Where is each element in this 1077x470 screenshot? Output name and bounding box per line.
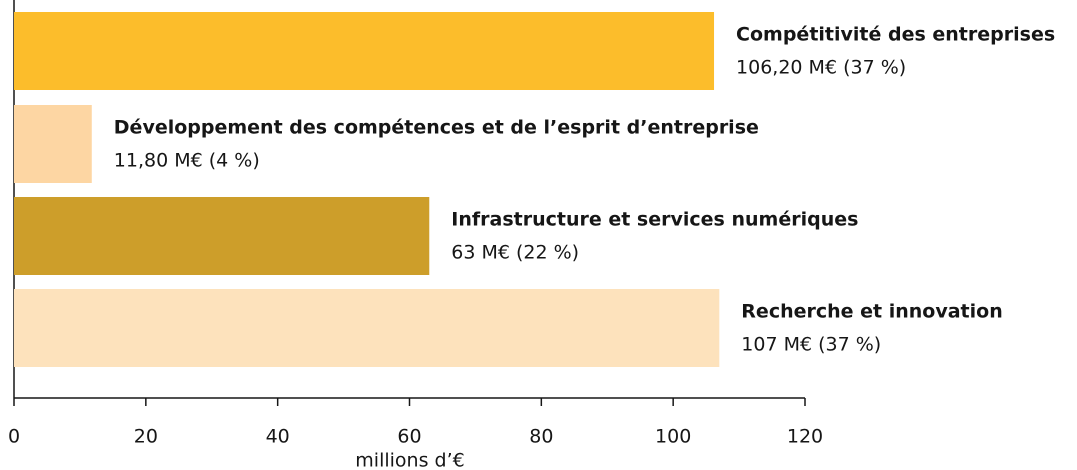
x-tick-label: 60	[397, 426, 421, 448]
bar	[14, 289, 720, 367]
category-label: Recherche et innovation	[741, 301, 1002, 323]
bar	[14, 12, 715, 90]
value-label: 63 M€ (22 %)	[451, 242, 579, 264]
category-label: Développement des compétences et de l’es…	[114, 117, 759, 139]
value-label: 106,20 M€ (37 %)	[736, 57, 906, 79]
x-tick-label: 100	[655, 426, 691, 448]
x-tick-label: 40	[266, 426, 290, 448]
bar	[14, 197, 430, 275]
category-label: Infrastructure et services numériques	[451, 209, 858, 231]
category-label: Compétitivité des entreprises	[736, 24, 1055, 46]
x-tick-label: 80	[529, 426, 553, 448]
x-tick-label: 0	[8, 426, 20, 448]
bar	[14, 105, 92, 183]
x-tick-label: 20	[134, 426, 158, 448]
value-label: 11,80 M€ (4 %)	[114, 150, 260, 172]
value-label: 107 M€ (37 %)	[741, 334, 881, 356]
x-axis-label: millions d’€	[355, 450, 464, 470]
x-tick-label: 120	[787, 426, 823, 448]
